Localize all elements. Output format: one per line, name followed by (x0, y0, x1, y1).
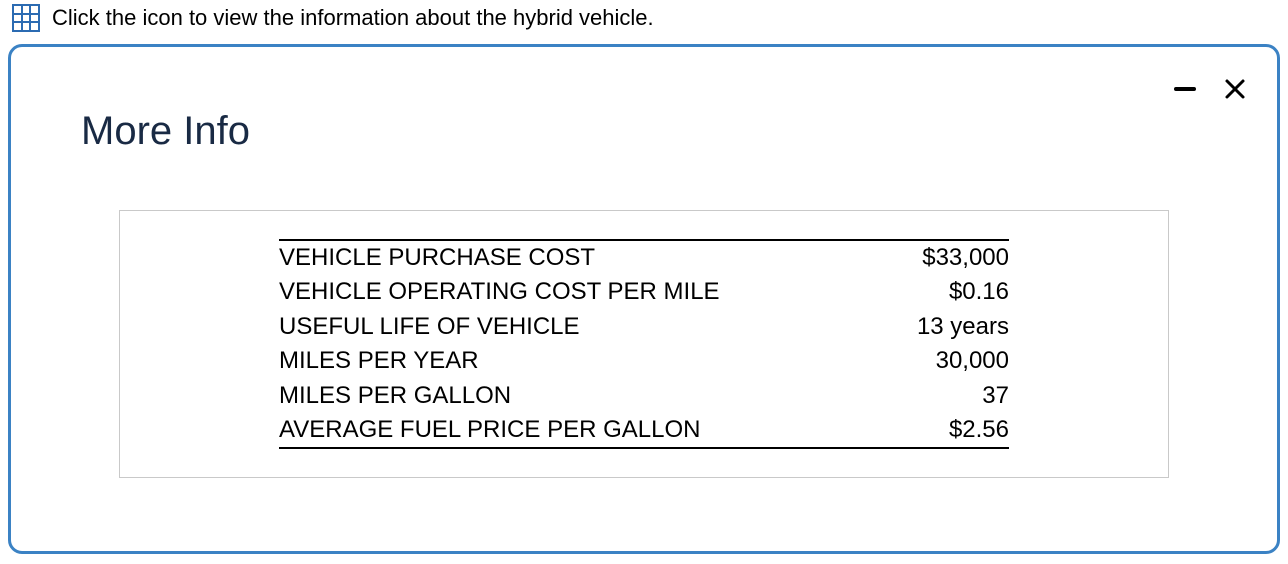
row-value: $2.56 (869, 414, 1009, 446)
row-label: AVERAGE FUEL PRICE PER GALLON (279, 414, 700, 446)
row-label: VEHICLE PURCHASE COST (279, 242, 595, 274)
popup-window-controls (1171, 75, 1249, 103)
row-label: MILES PER YEAR (279, 345, 479, 377)
table-row: MILES PER GALLON 37 (279, 379, 1009, 413)
table-row: MILES PER YEAR 30,000 (279, 344, 1009, 378)
table-row: VEHICLE PURCHASE COST $33,000 (279, 241, 1009, 275)
row-label: USEFUL LIFE OF VEHICLE (279, 311, 580, 343)
row-value: $0.16 (869, 276, 1009, 308)
row-value: 37 (869, 380, 1009, 412)
vehicle-info-card: VEHICLE PURCHASE COST $33,000 VEHICLE OP… (119, 210, 1169, 478)
row-label: VEHICLE OPERATING COST PER MILE (279, 276, 720, 308)
row-label: MILES PER GALLON (279, 380, 511, 412)
row-value: 13 years (869, 311, 1009, 343)
instruction-row: Click the icon to view the information a… (0, 4, 1288, 40)
vehicle-info-table: VEHICLE PURCHASE COST $33,000 VEHICLE OP… (279, 239, 1009, 449)
row-value: $33,000 (869, 242, 1009, 274)
row-value: 30,000 (869, 345, 1009, 377)
table-row: USEFUL LIFE OF VEHICLE 13 years (279, 310, 1009, 344)
table-row: AVERAGE FUEL PRICE PER GALLON $2.56 (279, 413, 1009, 447)
popup-title: More Info (11, 47, 1277, 154)
table-icon[interactable] (12, 4, 40, 32)
page-root: Click the icon to view the information a… (0, 0, 1288, 564)
minimize-icon[interactable] (1171, 75, 1199, 103)
close-icon[interactable] (1221, 75, 1249, 103)
instruction-text: Click the icon to view the information a… (52, 5, 654, 31)
more-info-popup: More Info VEHICLE PURCHASE COST $33,000 … (8, 44, 1280, 554)
table-row: VEHICLE OPERATING COST PER MILE $0.16 (279, 275, 1009, 309)
